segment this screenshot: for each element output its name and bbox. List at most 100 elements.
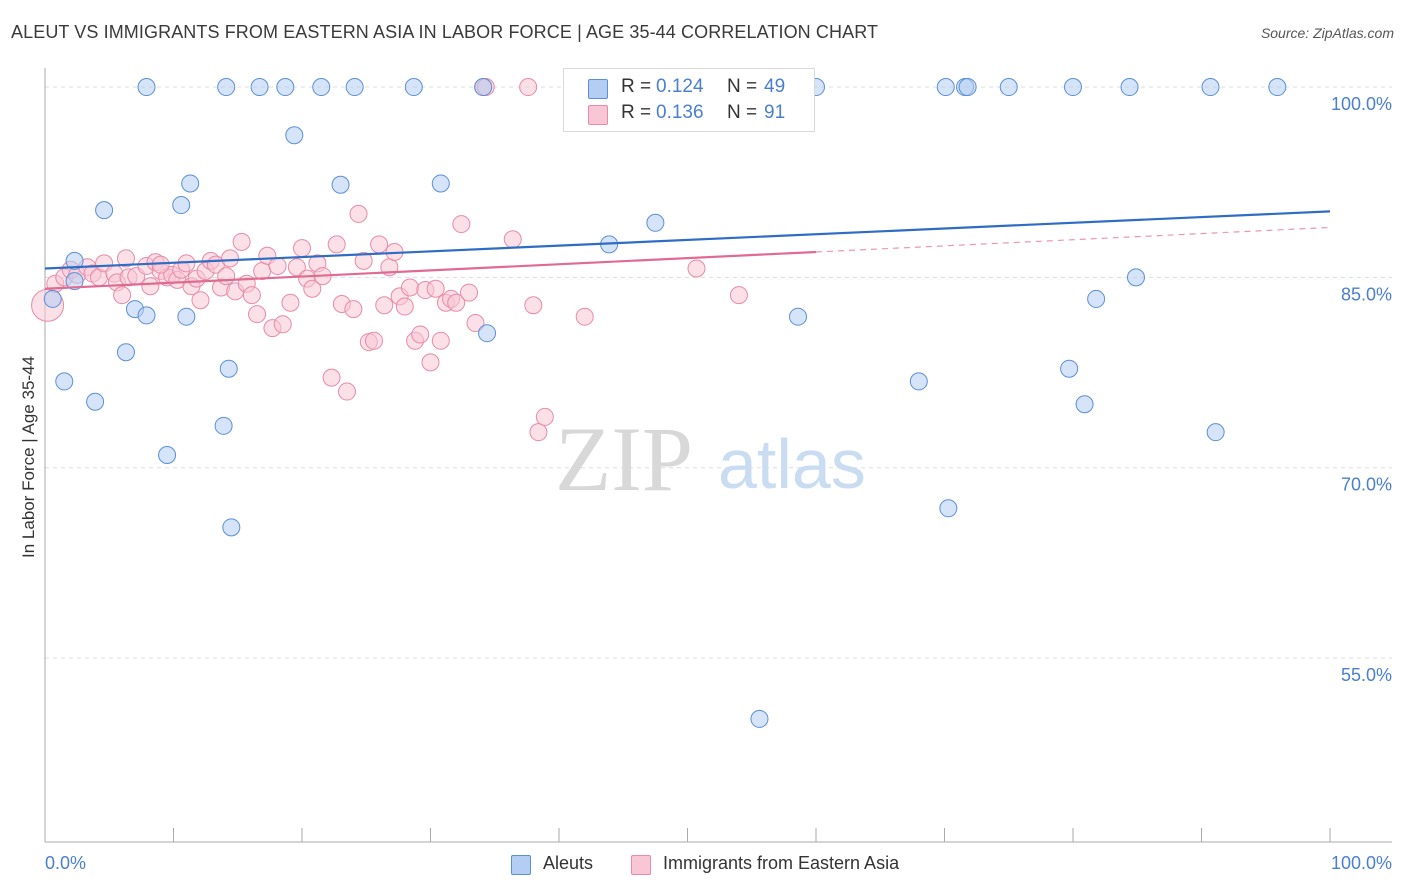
stats-legend: R = 0.124 N = 49 R = 0.136 N = 91 bbox=[563, 68, 815, 132]
immigrants-point-42 bbox=[273, 315, 292, 334]
aleuts-point-45 bbox=[1126, 268, 1145, 287]
chart-title: ALEUT VS IMMIGRANTS FROM EASTERN ASIA IN… bbox=[11, 22, 879, 42]
immigrants-point-31 bbox=[217, 267, 236, 286]
aleuts-point-4 bbox=[137, 78, 156, 97]
immigrants-point-60 bbox=[375, 296, 394, 315]
immigrants-point-86 bbox=[687, 259, 706, 278]
aleuts-point-11 bbox=[158, 446, 177, 464]
immigrants-point-71 bbox=[431, 331, 450, 350]
immigrants-point-81 bbox=[524, 296, 543, 315]
aleuts-point-9 bbox=[116, 343, 135, 362]
aleuts-point-35 bbox=[936, 78, 955, 97]
x-tick-label-1: 100.0% bbox=[1331, 853, 1392, 873]
aleuts-point-2 bbox=[65, 251, 84, 270]
aleuts-points bbox=[43, 78, 1287, 728]
aleuts-point-0 bbox=[43, 289, 62, 308]
r-label: R = bbox=[621, 102, 652, 123]
aleuts-point-22 bbox=[312, 78, 331, 97]
aleuts-point-47 bbox=[1201, 78, 1220, 97]
aleuts-point-48 bbox=[1268, 78, 1287, 97]
immigrants-point-84 bbox=[575, 307, 594, 326]
y-tick-label-1: 85.0% bbox=[1341, 284, 1392, 304]
immigrants-point-53 bbox=[337, 382, 356, 401]
trend-lines bbox=[44, 210, 1331, 290]
immigrants-point-76 bbox=[460, 283, 479, 302]
immigrants-trend-extension bbox=[815, 226, 1331, 253]
aleuts-point-1 bbox=[65, 272, 84, 291]
immigrants-point-69 bbox=[421, 353, 440, 372]
immigrants-point-47 bbox=[303, 279, 322, 298]
immigrants-point-56 bbox=[354, 251, 373, 270]
aleuts-point-42 bbox=[1075, 395, 1094, 414]
immigrants-point-82 bbox=[529, 423, 548, 442]
immigrants-point-50 bbox=[322, 368, 341, 387]
aleuts-point-33 bbox=[789, 307, 808, 326]
aleuts-point-34 bbox=[909, 372, 928, 391]
aleuts-point-26 bbox=[474, 78, 493, 97]
aleuts-point-21 bbox=[331, 175, 350, 194]
immigrants-point-41 bbox=[268, 256, 287, 275]
immigrants-point-51 bbox=[327, 235, 346, 254]
immigrants-point-75 bbox=[452, 215, 471, 234]
aleuts-point-7 bbox=[55, 372, 74, 391]
grid-lines bbox=[45, 86, 1392, 659]
immigrants-swatch bbox=[588, 105, 608, 125]
immigrants-point-55 bbox=[349, 204, 368, 223]
immigrants-point-80 bbox=[519, 78, 538, 97]
immigrants-point-58 bbox=[364, 331, 383, 350]
immigrants-point-32 bbox=[221, 249, 240, 268]
immigrants-point-45 bbox=[293, 239, 311, 258]
aleuts-point-20 bbox=[285, 126, 304, 145]
immigrants-point-77 bbox=[466, 314, 485, 333]
aleuts-swatch bbox=[588, 79, 608, 99]
aleuts-legend-swatch bbox=[511, 855, 531, 875]
tick-labels: 100.0% 85.0% 70.0% 55.0% 0.0% 100.0% bbox=[45, 94, 1392, 873]
immigrants-legend-label: Immigrants from Eastern Asia bbox=[663, 853, 900, 873]
x-tick-label-0: 0.0% bbox=[45, 853, 86, 873]
immigrants-point-64 bbox=[395, 297, 414, 316]
aleuts-point-16 bbox=[214, 416, 233, 435]
aleuts-point-29 bbox=[646, 213, 665, 232]
aleuts-point-27 bbox=[478, 324, 497, 343]
immigrants-point-65 bbox=[400, 278, 419, 297]
aleuts-point-46 bbox=[1206, 423, 1225, 442]
aleuts-point-24 bbox=[404, 78, 423, 97]
aleuts-point-14 bbox=[217, 78, 236, 97]
r-value: 0.124 bbox=[656, 76, 704, 97]
aleuts-point-23 bbox=[345, 78, 364, 97]
aleuts-point-8 bbox=[86, 392, 105, 411]
aleuts-point-43 bbox=[1087, 289, 1106, 308]
aleuts-point-12 bbox=[181, 174, 200, 193]
immigrants-point-87 bbox=[729, 286, 748, 305]
immigrants-point-43 bbox=[281, 293, 300, 312]
aleuts-point-39 bbox=[999, 78, 1018, 97]
immigrants-point-38 bbox=[253, 262, 272, 281]
aleuts-point-25 bbox=[431, 174, 450, 193]
n-value: 91 bbox=[764, 102, 786, 123]
source-label: Source: ZipAtlas.com bbox=[1260, 25, 1394, 41]
aleuts-point-38 bbox=[958, 78, 977, 97]
y-tick-label-3: 55.0% bbox=[1341, 665, 1392, 685]
aleuts-point-31 bbox=[750, 709, 769, 728]
aleuts-point-18 bbox=[276, 78, 295, 97]
immigrants-point-34 bbox=[232, 232, 251, 251]
aleuts-legend-label: Aleuts bbox=[543, 853, 594, 873]
aleuts-point-19 bbox=[222, 518, 241, 537]
watermark-atlas: atlas bbox=[718, 425, 866, 503]
aleuts-point-10 bbox=[172, 196, 191, 215]
watermark-zip: ZIP bbox=[555, 408, 693, 510]
immigrants-point-12 bbox=[116, 249, 135, 268]
r-label: R = bbox=[621, 76, 652, 97]
y-tick-label-0: 100.0% bbox=[1331, 94, 1392, 114]
immigrants-point-79 bbox=[503, 230, 522, 249]
immigrants-point-67 bbox=[411, 325, 430, 344]
immigrants-legend-swatch bbox=[631, 855, 651, 875]
n-value: 49 bbox=[764, 76, 786, 97]
aleuts-point-6 bbox=[137, 306, 156, 325]
aleuts-point-13 bbox=[177, 307, 196, 326]
aleuts-point-40 bbox=[1064, 78, 1082, 97]
aleuts-trend-line bbox=[44, 210, 1331, 270]
aleuts-point-44 bbox=[1120, 78, 1139, 97]
immigrants-point-74 bbox=[447, 293, 466, 312]
